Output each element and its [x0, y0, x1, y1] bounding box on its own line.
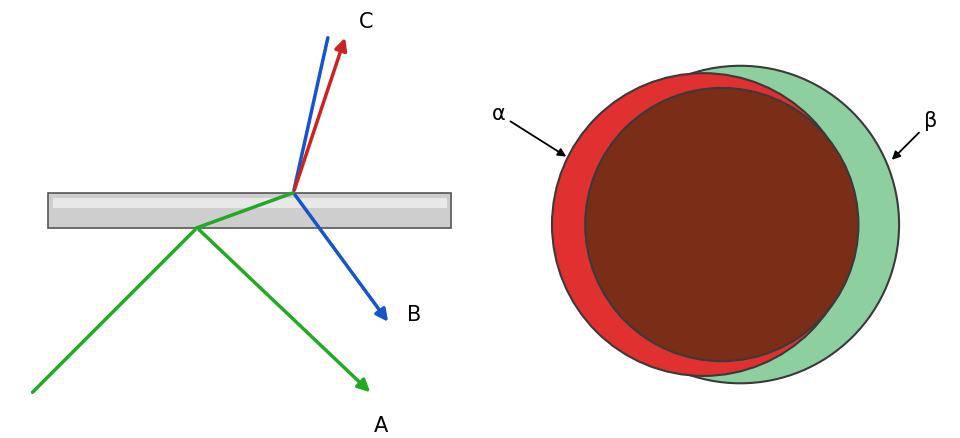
Text: α: α	[492, 104, 564, 155]
Text: A: A	[373, 416, 388, 436]
Circle shape	[586, 88, 858, 361]
Bar	[53, 198, 446, 208]
Circle shape	[582, 66, 900, 383]
Text: C: C	[359, 12, 373, 32]
Bar	[48, 193, 451, 228]
Text: β: β	[893, 111, 937, 159]
Circle shape	[552, 73, 854, 376]
Text: B: B	[407, 305, 421, 325]
